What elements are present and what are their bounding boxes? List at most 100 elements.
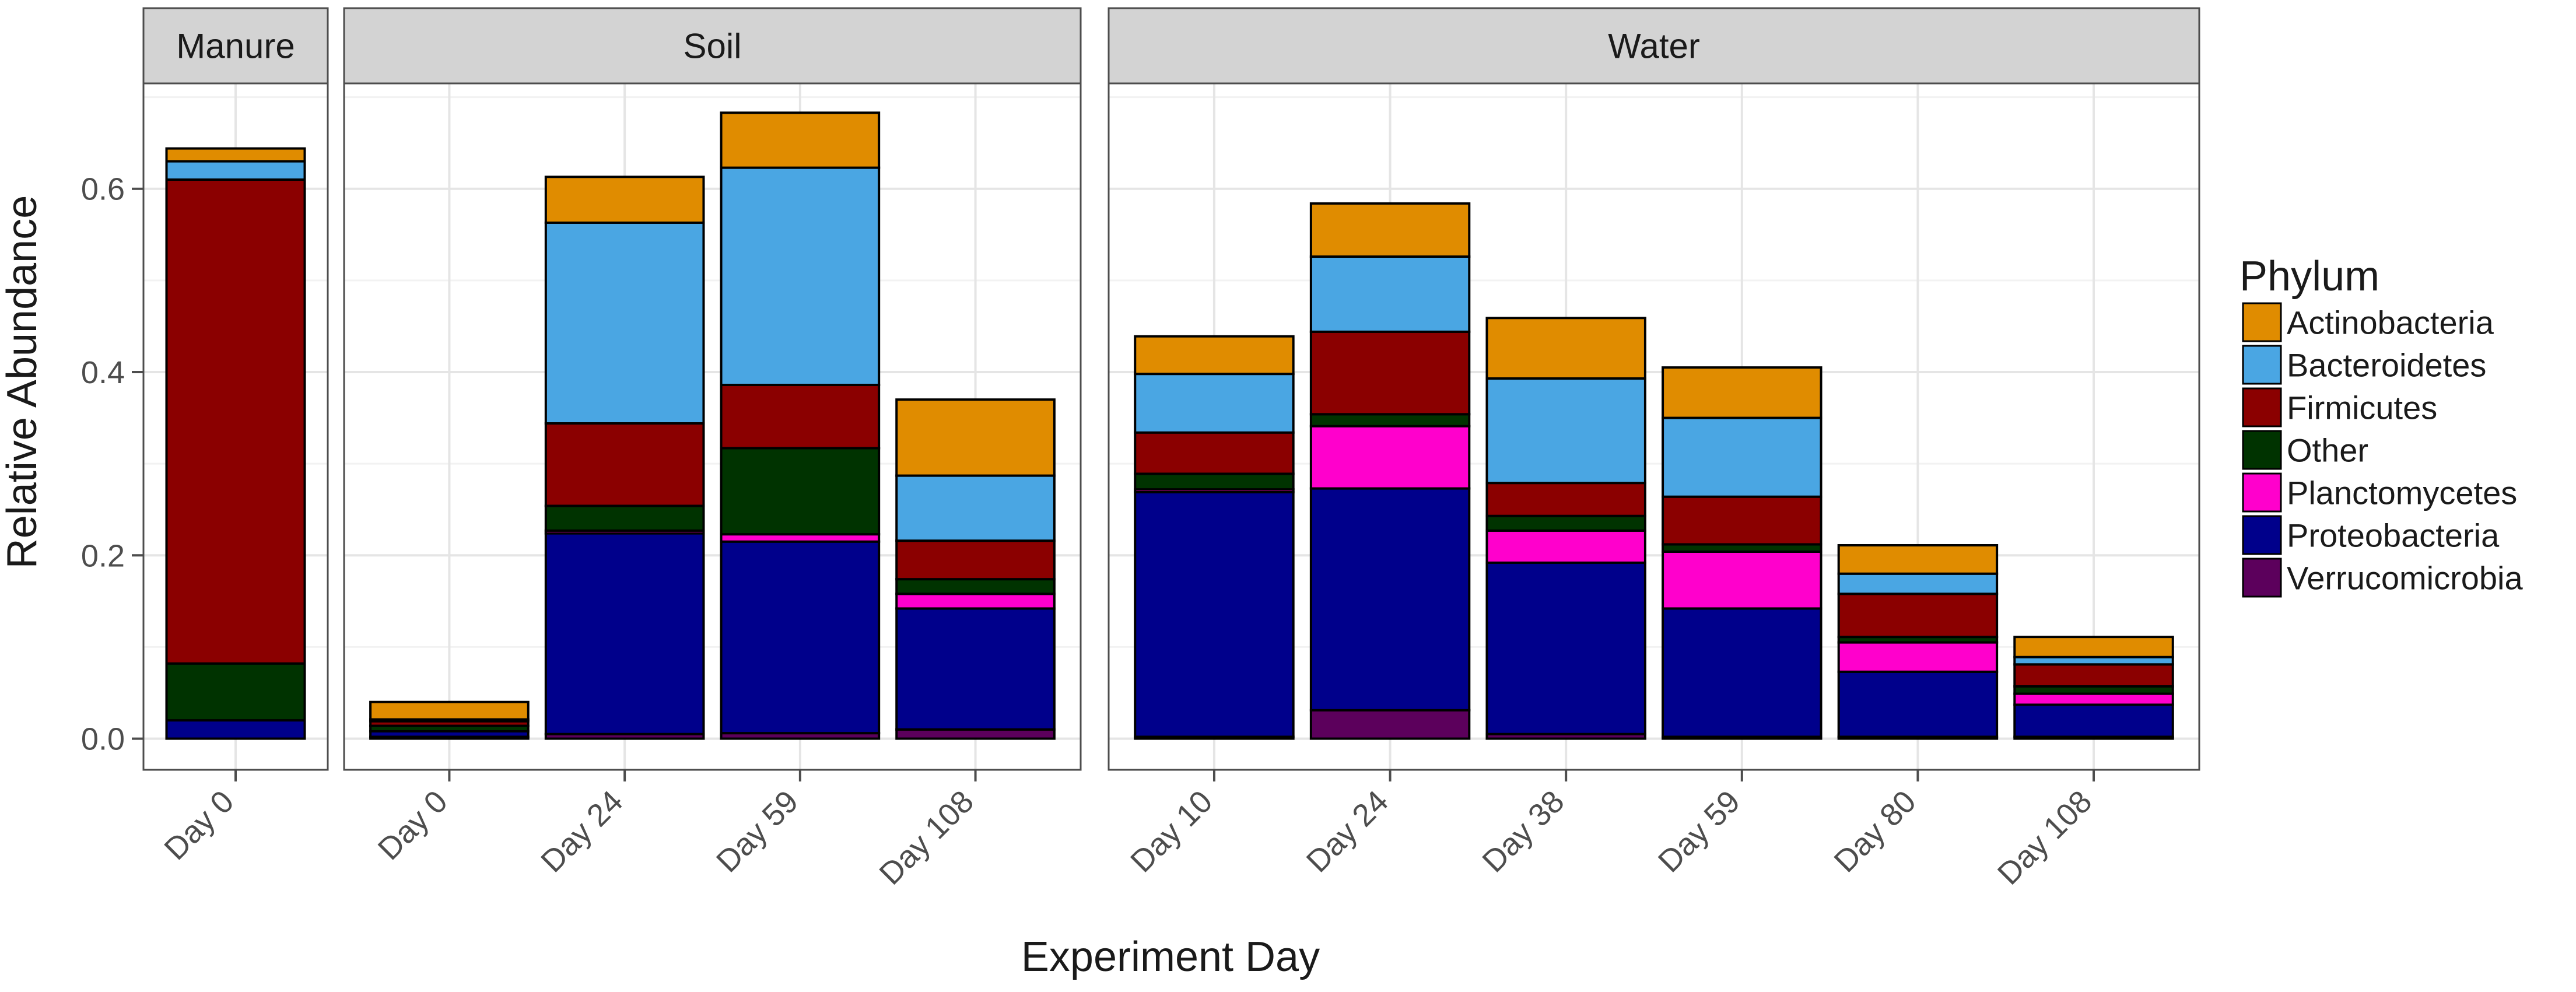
bar-stack <box>720 111 881 740</box>
bar-segment-bacteroidetes <box>1309 255 1471 333</box>
bar-segment-other <box>1309 413 1471 427</box>
bar-segment-planctomycetes <box>1309 425 1471 490</box>
y-tick-label: 0.2 <box>81 538 125 573</box>
bar-segment-other <box>1134 472 1295 491</box>
facet-label: Soil <box>683 27 741 66</box>
bar-segment-firmicutes <box>1134 431 1295 475</box>
y-tick-label: 0.6 <box>81 172 125 207</box>
bar-segment-proteobacteria <box>544 532 705 735</box>
bar-stack <box>1485 317 1646 740</box>
bar-segment-actinobacteria <box>895 398 1056 477</box>
bar-segment-actinobacteria <box>369 700 530 721</box>
bar-stack <box>1662 366 1823 740</box>
bar-stack <box>369 700 530 740</box>
bar-stack <box>2013 636 2174 740</box>
facet-strip <box>142 7 329 85</box>
legend-label: Bacteroidetes <box>2287 347 2486 384</box>
bar-segment-actinobacteria <box>165 147 306 163</box>
bar-stack <box>1309 202 1471 740</box>
bar-segment-proteobacteria <box>895 607 1056 731</box>
bar-stack <box>1837 544 1999 740</box>
bar-segment-actinobacteria <box>1662 366 1823 419</box>
legend-key <box>2242 558 2282 598</box>
bar-segment-firmicutes <box>544 422 705 507</box>
bar-segment-proteobacteria <box>720 540 881 735</box>
bar-segment-bacteroidetes <box>1837 572 1999 595</box>
bar-segment-firmicutes <box>895 539 1056 581</box>
bar-segment-other <box>720 447 881 536</box>
bar-segment-firmicutes <box>2013 663 2174 688</box>
bar-stack <box>895 398 1056 740</box>
bar-segment-actinobacteria <box>1309 202 1471 258</box>
bar-segment-firmicutes <box>165 178 306 665</box>
bar-segment-actinobacteria <box>544 176 705 224</box>
bar-stack <box>1134 335 1295 740</box>
bar-segment-planctomycetes <box>1837 641 1999 673</box>
bar-segment-bacteroidetes <box>1485 377 1646 485</box>
y-axis: 0.0 0.2 0.4 0.6 <box>81 172 143 757</box>
bar-segment-planctomycetes <box>2013 692 2174 706</box>
legend-label: Planctomycetes <box>2287 475 2517 511</box>
legend-item-verrucomicrobia: Verrucomicrobia <box>2242 558 2523 598</box>
bar-segment-proteobacteria <box>1485 561 1646 735</box>
bar-segment-proteobacteria <box>1309 487 1471 711</box>
facet-label: Water <box>1608 27 1700 66</box>
bar-stack <box>544 176 705 740</box>
legend-key <box>2242 472 2282 513</box>
bar-segment-other <box>1485 514 1646 532</box>
bar-segment-proteobacteria <box>2013 703 2174 738</box>
legend-item-other: Other <box>2242 430 2368 470</box>
legend-label: Verrucomicrobia <box>2287 560 2523 597</box>
bar-stack <box>165 147 306 740</box>
bar-segment-planctomycetes <box>1662 551 1823 610</box>
legend-key <box>2242 302 2282 342</box>
legend-item-firmicutes: Firmicutes <box>2242 387 2437 427</box>
legend-items: Actinobacteria Bacteroidetes Firmicutes Oth… <box>2242 302 2523 598</box>
bar-segment-proteobacteria <box>1837 670 1999 738</box>
legend-key <box>2242 345 2282 385</box>
bar-segment-other <box>544 504 705 532</box>
legend-item-planctomycetes: Planctomycetes <box>2242 472 2517 513</box>
bar-segment-proteobacteria <box>165 719 306 740</box>
legend-label: Actinobacteria <box>2287 304 2494 341</box>
legend-item-bacteroidetes: Bacteroidetes <box>2242 345 2486 385</box>
y-axis-title: Relative Abundance <box>0 195 45 569</box>
legend-item-proteobacteria: Proteobacteria <box>2242 515 2500 555</box>
bar-segment-bacteroidetes <box>720 166 881 386</box>
bar-segment-planctomycetes <box>1485 529 1646 564</box>
legend-key <box>2242 430 2282 470</box>
bar-segment-proteobacteria <box>1662 607 1823 738</box>
bar-segment-actinobacteria <box>1837 544 1999 575</box>
bar-segment-firmicutes <box>1309 330 1471 416</box>
bar-segment-verrucomicrobia <box>895 728 1056 740</box>
y-tick-label: 0.0 <box>81 722 125 757</box>
bar-segment-bacteroidetes <box>895 474 1056 542</box>
legend-label: Firmicutes <box>2287 390 2437 426</box>
bar-segment-proteobacteria <box>1134 490 1295 738</box>
panel-border <box>1107 82 2200 771</box>
legend-item-actinobacteria: Actinobacteria <box>2242 302 2494 342</box>
bar-segment-verrucomicrobia <box>1309 709 1471 740</box>
x-axis-title: Experiment Day <box>1021 934 1320 980</box>
bar-segment-planctomycetes <box>895 593 1056 610</box>
facet-strip <box>1107 7 2200 85</box>
legend-label: Proteobacteria <box>2287 517 2500 554</box>
legend-label: Other <box>2287 432 2368 469</box>
facet-label: Manure <box>176 27 295 66</box>
bar-segment-bacteroidetes <box>165 160 306 181</box>
y-tick-label: 0.4 <box>81 355 125 390</box>
bar-segment-bacteroidetes <box>544 221 705 425</box>
legend-title: Phylum <box>2239 253 2379 300</box>
bar-segment-other <box>165 662 306 722</box>
bar-segment-firmicutes <box>1485 482 1646 517</box>
legend: Phylum Actinobacteria Bacteroidetes Firmic… <box>2239 253 2523 598</box>
bar-segment-firmicutes <box>1662 495 1823 546</box>
bar-segment-firmicutes <box>720 384 881 450</box>
bar-segment-actinobacteria <box>720 111 881 169</box>
bar-segment-bacteroidetes <box>1134 373 1295 434</box>
legend-key <box>2242 387 2282 427</box>
